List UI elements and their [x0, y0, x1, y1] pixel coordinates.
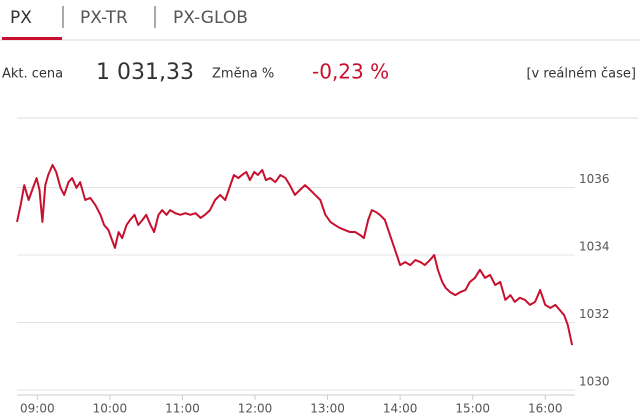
price-line	[16, 163, 574, 346]
x-tick-label: 13:00	[310, 402, 345, 416]
realtime-note: [v reálném čase]	[526, 67, 636, 82]
tab[interactable]: PX	[10, 8, 32, 28]
y-tick-label: 1034	[579, 239, 610, 253]
x-tick-label: 14:00	[383, 402, 418, 416]
x-tick-label: 09:00	[20, 402, 55, 416]
y-tick-label: 1032	[579, 307, 610, 321]
plot: 1030 1032 1034 1036 09:00 10:00 11:00 12:00 13:0…	[16, 163, 610, 416]
y-tick-label: 1036	[579, 172, 610, 186]
price-label: Akt. cena	[2, 67, 63, 82]
x-tick-label: 11:00	[165, 402, 200, 416]
x-tick-label: 15:00	[455, 402, 490, 416]
change: -0,23 %	[312, 60, 389, 84]
price: 1 031,33	[96, 60, 194, 85]
tab[interactable]: PX-GLOB	[173, 8, 248, 28]
x-tick-label: 12:00	[238, 402, 273, 416]
change-label: Změna %	[212, 67, 274, 82]
x-tick-label: 16:00	[528, 402, 563, 416]
tab[interactable]: PX-TR	[80, 8, 128, 28]
active-tab-indicator	[2, 37, 62, 40]
x-tick-label: 10:00	[93, 402, 128, 416]
y-tick-label: 1030	[579, 374, 610, 388]
